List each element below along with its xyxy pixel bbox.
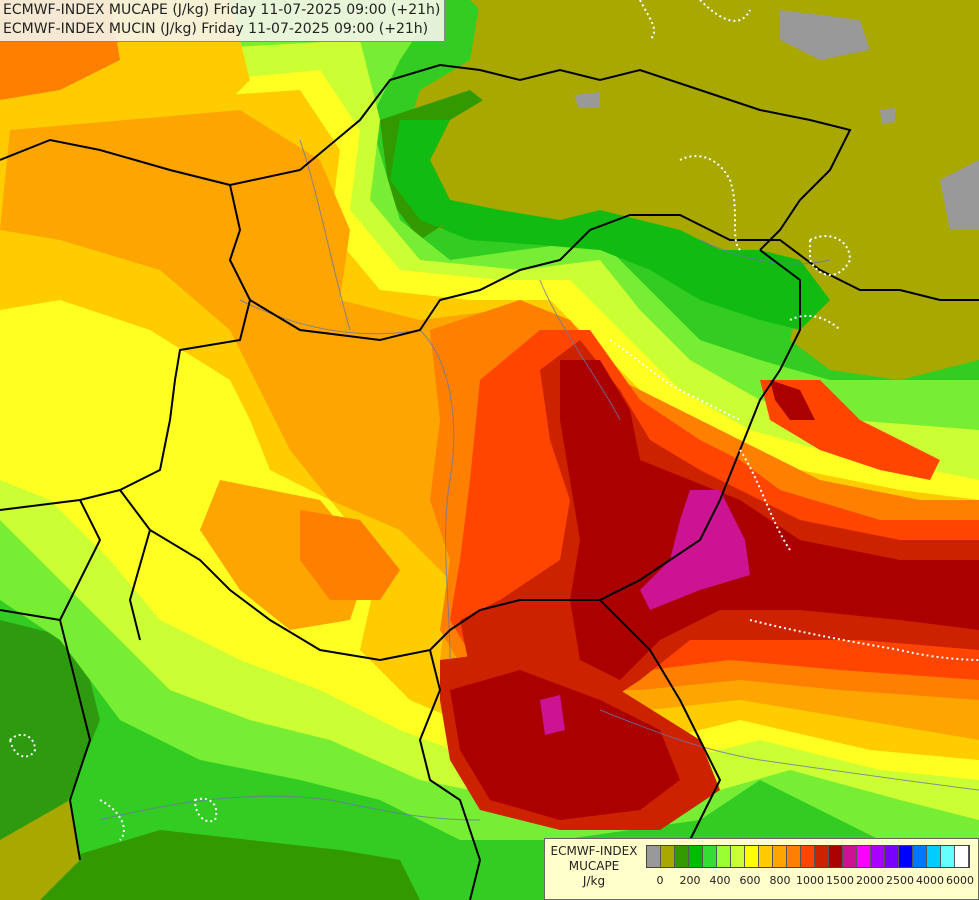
rivers <box>99 139 979 821</box>
colorbar <box>646 845 970 868</box>
colorbar-tick-label: 1500 <box>826 874 854 887</box>
colorbar-tick-label: 200 <box>679 874 701 887</box>
colorbar-tick-label: 2000 <box>856 874 884 887</box>
cape-zone-olive-sw <box>0 800 80 900</box>
title-mucin: ECMWF-INDEX MUCIN (J/kg) Friday 11-07-20… <box>3 21 429 37</box>
colorbar-legend: ECMWF-INDEX MUCAPE J/kg 0 200 400 600 800 100… <box>544 838 979 900</box>
cape-zone-olive-north <box>430 0 979 300</box>
colorbar-tick-label: 1000 <box>796 874 824 887</box>
cape-zone-green-ring <box>390 120 830 330</box>
cape-zone-magenta <box>640 490 750 610</box>
colorbar-swatch <box>675 846 689 867</box>
colorbar-tick-label: 400 <box>709 874 731 887</box>
colorbar-swatch <box>661 846 675 867</box>
legend-label: ECMWF-INDEX MUCAPE J/kg <box>549 844 639 889</box>
colorbar-swatch <box>815 846 829 867</box>
cape-zone-dark-green-sw <box>0 620 100 840</box>
colorbar-swatch <box>745 846 759 867</box>
colorbar-swatch <box>899 846 913 867</box>
colorbar-tick-label: 600 <box>739 874 761 887</box>
colorbar-swatch <box>703 846 717 867</box>
cape-zone-dark-red-s <box>450 670 680 820</box>
colorbar-swatch <box>885 846 899 867</box>
colorbar-swatch <box>955 846 969 867</box>
cape-zone-gray-3 <box>575 92 600 108</box>
legend-line-3: J/kg <box>582 874 606 888</box>
colorbar-swatch <box>759 846 773 867</box>
colorbar-swatch <box>801 846 815 867</box>
map-title-box: ECMWF-INDEX MUCAPE (J/kg) Friday 11-07-2… <box>0 0 446 42</box>
legend-line-2: MUCAPE <box>568 859 620 873</box>
mucin-contours <box>8 0 979 841</box>
colorbar-swatch <box>829 846 843 867</box>
colorbar-tick-label: 2500 <box>886 874 914 887</box>
country-borders <box>0 63 979 900</box>
colorbar-swatch <box>941 846 955 867</box>
colorbar-tick-label: 0 <box>656 874 664 887</box>
cape-zone-magenta-s <box>540 695 565 735</box>
colorbar-swatch <box>689 846 703 867</box>
cape-zone-gray-4 <box>880 108 895 124</box>
colorbar-swatch <box>857 846 871 867</box>
colorbar-swatch <box>647 846 661 867</box>
colorbar-swatch <box>773 846 787 867</box>
legend-line-1: ECMWF-INDEX <box>550 844 638 858</box>
cape-zone-dark-green-s <box>40 830 420 900</box>
colorbar-tick-label: 800 <box>769 874 791 887</box>
colorbar-tick-label: 4000 <box>916 874 944 887</box>
colorbar-swatch <box>787 846 801 867</box>
cape-zone-dark-orange-w <box>300 510 400 600</box>
title-mucape: ECMWF-INDEX MUCAPE (J/kg) Friday 11-07-2… <box>3 2 441 18</box>
colorbar-swatch <box>927 846 941 867</box>
colorbar-swatch <box>913 846 927 867</box>
cape-zone-gray-2 <box>940 160 979 230</box>
colorbar-swatch <box>717 846 731 867</box>
cape-zone-dark-red-ne <box>770 380 815 420</box>
colorbar-tick-label: 6000 <box>946 874 974 887</box>
colorbar-swatch <box>731 846 745 867</box>
colorbar-ticks: 0 200 400 600 800 1000 1500 2000 2500 4000 6000 <box>646 874 978 890</box>
colorbar-swatch <box>871 846 885 867</box>
cape-zone-olive-east <box>790 290 979 380</box>
colorbar-swatch <box>843 846 857 867</box>
cape-zone-gray-1 <box>780 10 870 60</box>
